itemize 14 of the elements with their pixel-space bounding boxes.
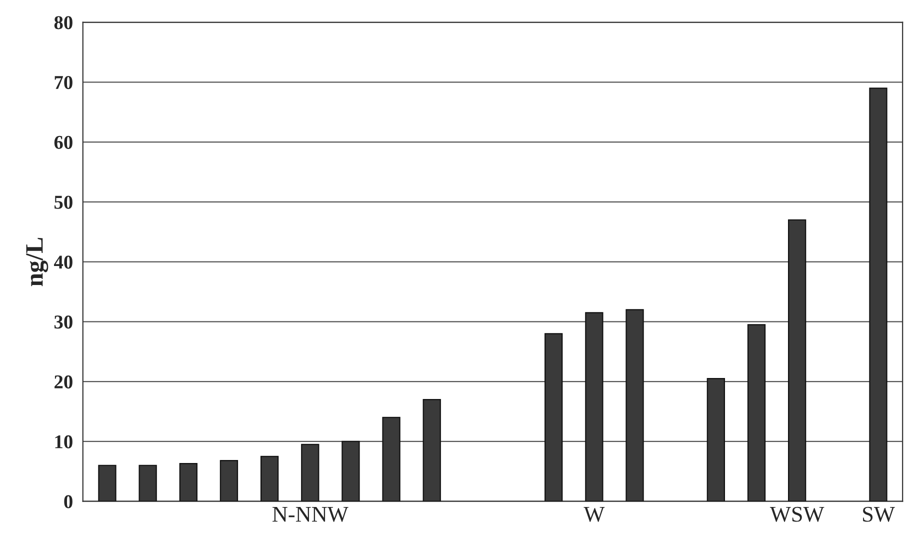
y-axis-title: ng/L xyxy=(26,238,48,286)
y-tick-label: 70 xyxy=(54,76,72,90)
x-tick-label: N-NNW xyxy=(272,507,348,522)
x-tick-label: WSW xyxy=(770,506,824,522)
x-tick-label: SW xyxy=(863,506,895,522)
y-tick-label: 0 xyxy=(64,495,72,508)
y-tick-label: 50 xyxy=(54,196,72,209)
y-tick-label: 30 xyxy=(54,315,72,329)
x-tick-label: W xyxy=(584,507,605,522)
y-tick-label: 40 xyxy=(54,256,72,269)
y-tick-label: 80 xyxy=(54,16,72,30)
y-tick-label: 60 xyxy=(54,136,72,149)
y-tick-label: 10 xyxy=(55,435,72,448)
y-tick-label: 20 xyxy=(54,375,72,388)
